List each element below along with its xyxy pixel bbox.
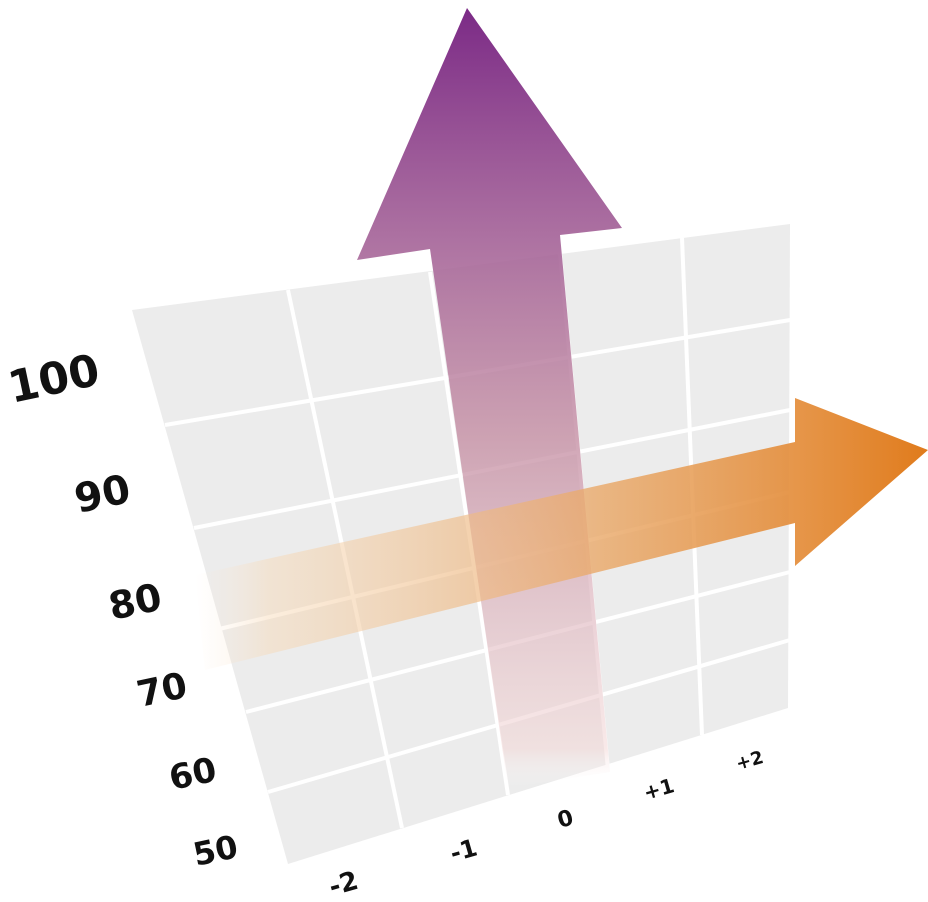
x-tick-minus-1: -1 <box>447 834 480 868</box>
y-axis-ticks: 50 60 70 80 90 100 <box>4 345 242 874</box>
right-arrow-icon <box>195 398 928 670</box>
y-tick-100: 100 <box>4 345 104 414</box>
x-tick-plus-1: +1 <box>641 773 677 805</box>
y-tick-60: 60 <box>166 750 221 799</box>
up-arrow-icon <box>357 8 622 788</box>
y-tick-80: 80 <box>105 575 166 629</box>
y-tick-90: 90 <box>71 466 135 523</box>
x-tick-0: 0 <box>555 806 577 834</box>
x-tick-plus-2: +2 <box>734 747 766 775</box>
x-tick-minus-2: -2 <box>326 866 362 902</box>
y-tick-50: 50 <box>190 827 241 873</box>
y-tick-70: 70 <box>133 665 191 716</box>
